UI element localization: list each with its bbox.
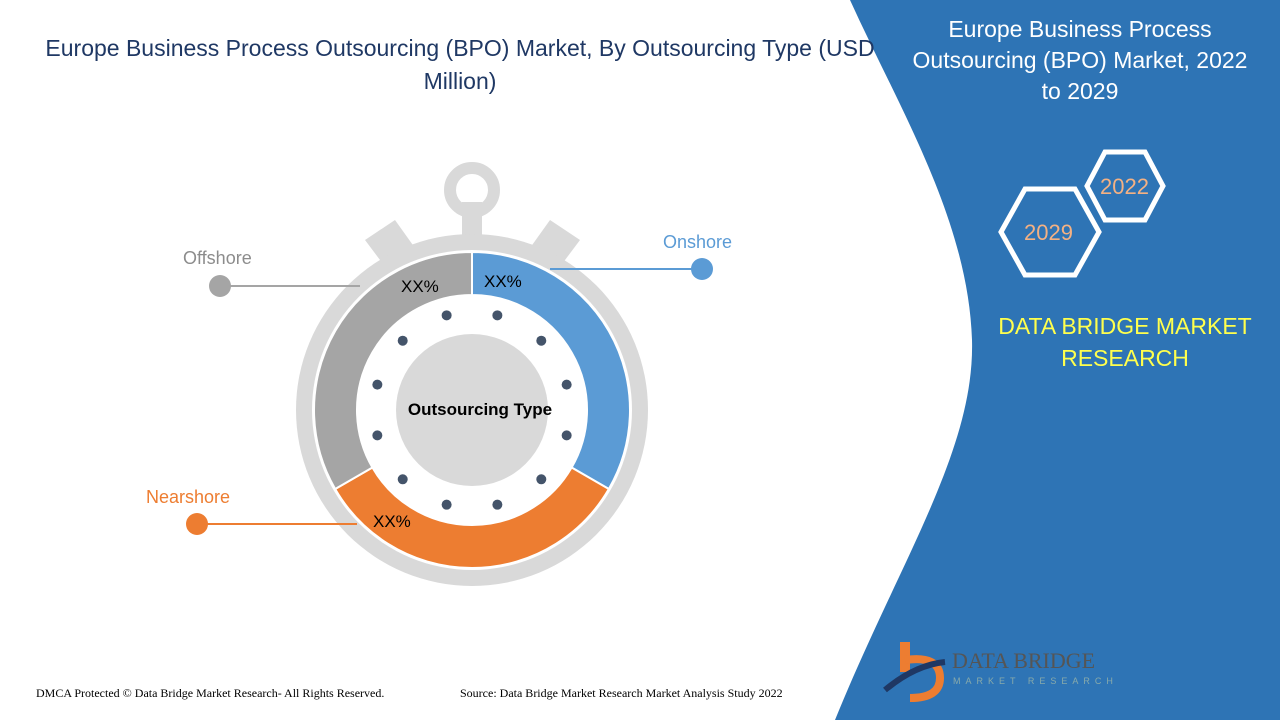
dial-ticks (372, 310, 572, 510)
hexagon-2029 (998, 186, 1102, 278)
dial-dot (372, 379, 383, 390)
nearshore-value: XX% (373, 512, 411, 531)
year-2022: 2022 (1100, 174, 1149, 199)
onshore-marker (691, 258, 713, 280)
slice-onshore (471, 250, 631, 491)
copyright: DMCA Protected © Data Bridge Market Rese… (36, 686, 385, 700)
slice-offshore (313, 250, 473, 491)
logo-subtext: MARKET RESEARCH (953, 676, 1118, 686)
center-label: Outsourcing Type (407, 400, 553, 419)
brand-text: DATA BRIDGE MARKET RESEARCH (998, 313, 1252, 371)
source: Source: Data Bridge Market Research Mark… (460, 686, 783, 700)
dial-dot (372, 430, 383, 441)
chart-title: Europe Business Process Outsourcing (BPO… (45, 35, 875, 94)
donut-chart (313, 250, 631, 569)
right-blue-panel (835, 0, 1280, 720)
hexagon-2022 (1084, 149, 1166, 223)
logo-text: DATA BRIDGE (952, 648, 1096, 673)
dial-dot (397, 335, 408, 346)
dial-dot (536, 335, 547, 346)
center-disc (396, 334, 548, 486)
dial-dot (561, 430, 572, 441)
dial-dot (492, 310, 503, 321)
panel-title: Europe Business Process Outsourcing (BPO… (912, 16, 1248, 104)
offshore-marker (209, 275, 231, 297)
onshore-value: XX% (484, 272, 522, 291)
year-2029: 2029 (1024, 220, 1073, 245)
slice-nearshore (333, 466, 611, 569)
offshore-value: XX% (401, 277, 439, 296)
nearshore-label: Nearshore (146, 487, 231, 507)
nearshore-marker (186, 513, 208, 535)
dial-dot (441, 499, 452, 510)
dial-dot (536, 474, 547, 485)
dial-dot (397, 474, 408, 485)
logo (883, 642, 946, 702)
dial-dot (492, 499, 503, 510)
dial-dot (441, 310, 452, 321)
offshore-label: Offshore (183, 248, 252, 268)
onshore-label: Onshore (663, 232, 733, 252)
dial-dot (561, 379, 572, 390)
